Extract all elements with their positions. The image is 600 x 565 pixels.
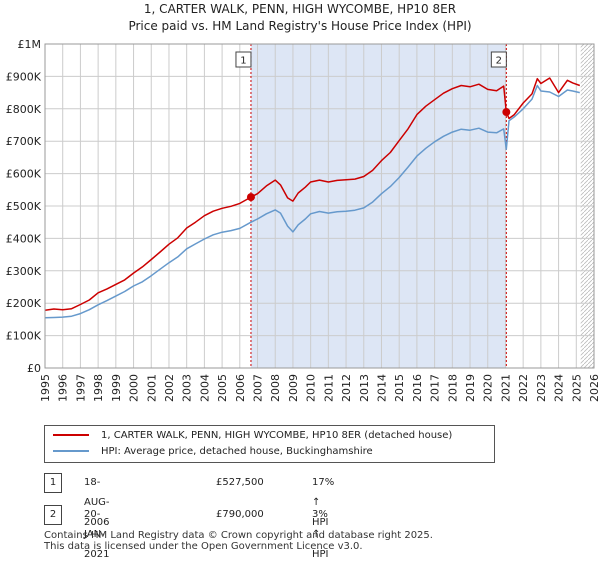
footer: Contains HM Land Registry data © Crown c…: [44, 530, 433, 552]
y-tick-label: £500K: [6, 200, 42, 213]
y-tick-label: £700K: [6, 135, 42, 148]
y-tick-label: £1M: [18, 38, 42, 51]
transaction-number: 1: [44, 473, 62, 493]
x-tick-label: 2021: [499, 374, 512, 402]
x-tick-label: 2011: [322, 374, 335, 402]
legend-label-hpi: HPI: Average price, detached house, Buck…: [101, 446, 373, 457]
x-tick-label: 2013: [358, 374, 371, 402]
transaction-hpi-diff: 3% ↑ HPI: [312, 509, 329, 560]
y-tick-label: £600K: [6, 168, 42, 181]
footer-copyright: Contains HM Land Registry data © Crown c…: [44, 530, 433, 541]
x-tick-label: 2017: [429, 374, 442, 402]
x-tick-label: 2025: [570, 374, 583, 402]
transaction-label-box: [490, 51, 507, 68]
price-chart: £0 £100K £200K £300K £400K £500K £600K £700K £80…: [6, 38, 600, 402]
x-tick-label: 2001: [145, 374, 158, 402]
chart-title-line1: 1, CARTER WALK, PENN, HIGH WYCOMBE, HP10…: [143, 2, 457, 16]
x-tick-label: 1995: [39, 374, 52, 402]
transaction-point: [246, 193, 255, 202]
x-tick-label: 2014: [375, 374, 388, 402]
x-tick-label: 2018: [446, 374, 459, 402]
x-tick-label: 2026: [588, 374, 600, 402]
legend-swatch-hpi: [53, 450, 89, 452]
x-tick-label: 2006: [234, 374, 247, 402]
x-tick-label: 2024: [553, 374, 566, 402]
transaction-label: 2: [496, 56, 502, 67]
footer-licence: This data is licensed under the Open Gov…: [44, 541, 363, 552]
hpi-line: [44, 84, 580, 319]
y-tick-label: £400K: [6, 232, 42, 245]
x-tick-label: 2004: [198, 374, 211, 402]
x-tick-label: 2019: [464, 374, 477, 402]
x-tick-label: 1998: [92, 374, 105, 402]
transaction-price: £527,500: [216, 477, 264, 488]
x-tick-label: 2016: [411, 374, 424, 402]
transaction-date: 20-JAN-2021: [84, 509, 110, 560]
x-tick-label: 2000: [128, 374, 141, 402]
x-tick-label: 1996: [57, 374, 70, 402]
transaction-label: 1: [240, 56, 246, 67]
x-tick-label: 2023: [535, 374, 548, 402]
y-tick-label: £900K: [6, 70, 42, 83]
x-tick-label: 2022: [517, 374, 530, 402]
x-tick-label: 2009: [287, 374, 300, 402]
transaction-label-box: [235, 51, 252, 68]
transaction-point: [502, 108, 511, 117]
transaction-date: 18-AUG-2006: [84, 477, 110, 528]
x-tick-label: 2002: [163, 374, 176, 402]
x-tick-label: 1999: [110, 374, 123, 402]
transaction-number: 2: [44, 505, 62, 525]
y-tick-label: £200K: [6, 297, 42, 310]
x-tick-label: 2012: [340, 374, 353, 402]
legend-item-property: 1, CARTER WALK, PENN, HIGH WYCOMBE, HP10…: [53, 429, 452, 443]
y-tick-label: £800K: [6, 103, 42, 116]
x-tick-label: 2015: [393, 374, 406, 402]
chart-title: 1, CARTER WALK, PENN, HIGH WYCOMBE, HP10…: [0, 1, 600, 35]
legend-swatch-property: [53, 434, 89, 436]
x-tick-label: 2008: [269, 374, 282, 402]
legend: 1, CARTER WALK, PENN, HIGH WYCOMBE, HP10…: [44, 425, 495, 463]
x-tick-label: 2007: [252, 374, 265, 402]
transaction-price: £790,000: [216, 509, 264, 520]
y-tick-label: £100K: [6, 330, 42, 343]
legend-label-property: 1, CARTER WALK, PENN, HIGH WYCOMBE, HP10…: [101, 430, 453, 441]
x-tick-label: 2020: [482, 374, 495, 402]
plot-frame: [44, 43, 595, 369]
legend-item-hpi: HPI: Average price, detached house, Buck…: [53, 445, 373, 459]
y-tick-label: £0: [27, 362, 41, 375]
y-tick-label: £300K: [6, 265, 42, 278]
x-tick-label: 2010: [305, 374, 318, 402]
transaction-hpi-diff: 17% ↑ HPI: [312, 477, 335, 528]
chart-title-line2: Price paid vs. HM Land Registry's House …: [128, 19, 472, 33]
x-tick-label: 1997: [74, 374, 87, 402]
x-tick-label: 2005: [216, 374, 229, 402]
x-tick-label: 2003: [181, 374, 194, 402]
